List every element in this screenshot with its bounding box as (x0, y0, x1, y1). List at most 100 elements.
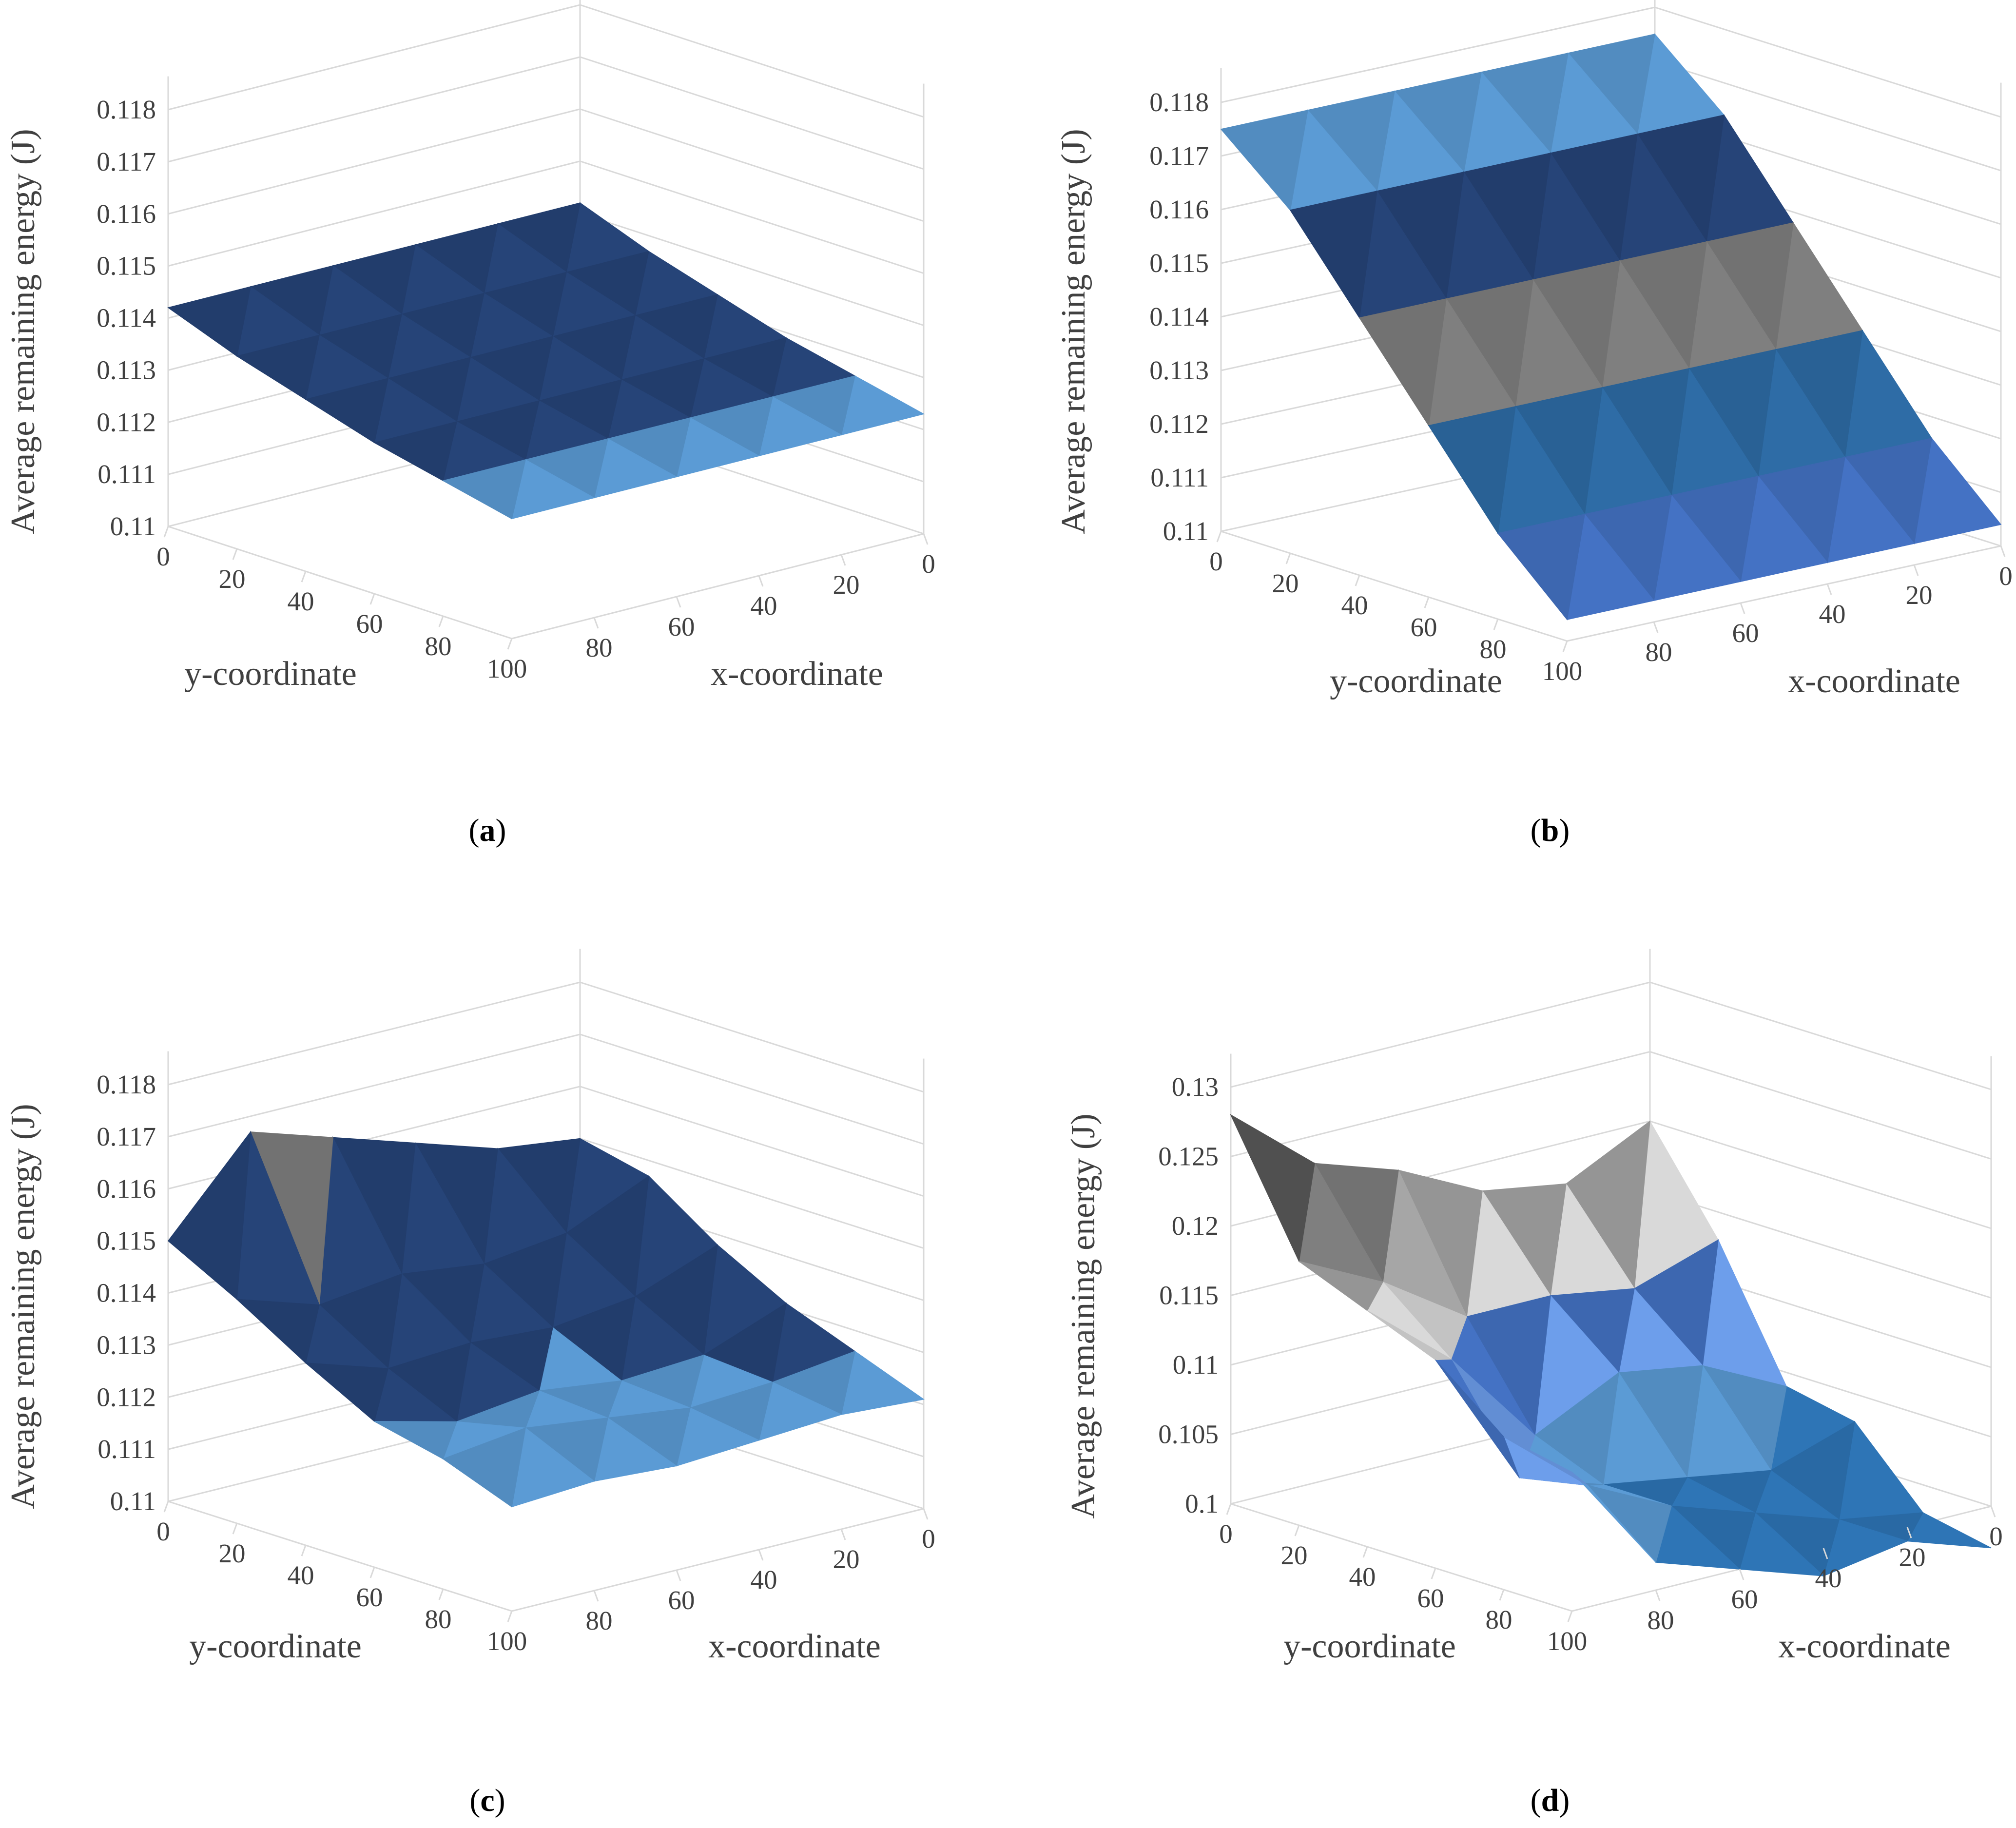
x-tick (923, 1508, 929, 1520)
y-tick-label: 20 (219, 1538, 246, 1568)
y-axis-line (168, 525, 512, 640)
x-tick-labels: 80 60 40 20 0 (1646, 545, 2013, 667)
surface-facet (841, 1350, 925, 1415)
y-tick (507, 638, 513, 650)
z-tick-label: 0.113 (97, 1330, 156, 1360)
surface-facet (1358, 298, 1447, 427)
y-tick-labels: 0 20 40 60 80 100 (1209, 531, 1582, 686)
y-tick-label: 100 (1542, 656, 1583, 686)
z-axis-title: Average remaining energy (J) (4, 129, 42, 534)
y-tick (438, 616, 444, 627)
y-tick-label: 80 (425, 631, 452, 661)
x-tick (758, 575, 764, 587)
surface-facet (1428, 406, 1516, 535)
y-tick (1294, 1525, 1300, 1536)
z-axis-title: Average remaining energy (J) (1065, 1113, 1102, 1518)
surface-facet (1435, 1360, 1520, 1478)
surface-facet (1289, 191, 1377, 319)
y-tick-label: 40 (1341, 590, 1368, 620)
y-tick (1362, 1546, 1368, 1558)
y-tick-labels: 0 20 40 60 80 100 (156, 526, 527, 683)
x-tick (676, 1570, 681, 1581)
chart-panel-d: 0.1 0.105 0.11 0.115 0.12 0.125 0.13 0 20 40 60 80 1… (1065, 949, 2003, 1818)
y-tick-label: 0 (156, 1517, 170, 1546)
y-tick (1355, 575, 1360, 586)
y-axis-title: y-coordinate (1330, 662, 1502, 700)
z-tick-label: 0.112 (97, 407, 156, 437)
y-tick-label: 60 (356, 609, 383, 639)
z-tick-label: 0.1 (1185, 1489, 1219, 1518)
x-tick (1990, 1506, 1996, 1517)
y-tick-label: 40 (288, 586, 314, 616)
surface-facet (374, 1421, 458, 1459)
x-tick-label: 80 (1648, 1605, 1674, 1635)
surface (1220, 33, 2002, 621)
x-tick-label: 60 (668, 1585, 695, 1615)
surface-facet (167, 1130, 251, 1300)
z-tick-label: 0.125 (1158, 1142, 1219, 1171)
chart-panel-a: 0.11 0.111 0.112 0.113 0.114 0.115 0.116 0.117 0… (4, 0, 935, 848)
chart-panel-b: 0.11 0.111 0.112 0.113 0.114 0.115 0.116 0.117 0… (1055, 0, 2013, 848)
x-tick-label: 80 (1646, 637, 1672, 667)
x-tick (1826, 583, 1832, 595)
surface-facet (236, 334, 320, 400)
panel-label: (d) (1531, 1783, 1570, 1818)
z-axis-title: Average remaining energy (J) (1055, 129, 1092, 534)
z-tick-labels: 0.11 0.111 0.112 0.113 0.114 0.115 0.116 0.117 0… (1149, 87, 1209, 546)
x-tick (2000, 545, 2006, 557)
y-tick-label: 80 (425, 1604, 452, 1634)
z-tick-label: 0.114 (1149, 302, 1209, 331)
z-tick-label: 0.116 (1149, 194, 1209, 224)
x-tick-label: 60 (1732, 618, 1759, 648)
x-tick (1822, 1548, 1828, 1559)
y-tick-label: 0 (1219, 1519, 1233, 1549)
z-tick-label: 0.116 (97, 1174, 156, 1204)
z-tick-label: 0.113 (97, 355, 156, 385)
x-tick (593, 617, 599, 629)
z-tick-label: 0.115 (1159, 1281, 1219, 1310)
x-tick-label: 80 (586, 1606, 613, 1635)
x-axis-line (511, 1508, 924, 1612)
y-tick (1431, 1568, 1436, 1579)
panel-label: (b) (1531, 813, 1570, 848)
x-tick (840, 1529, 846, 1540)
y-tick (301, 1545, 307, 1556)
x-tick (1913, 564, 1919, 576)
surface-facet (442, 1427, 526, 1508)
z-tick-label: 0.113 (1149, 355, 1209, 385)
surface-facet (373, 421, 458, 482)
z-tick-label: 0.13 (1172, 1072, 1219, 1102)
y-tick (163, 1501, 169, 1513)
y-tick-label: 100 (487, 654, 527, 683)
z-gridline (168, 981, 924, 1093)
x-tick-label: 20 (833, 570, 860, 600)
z-gridline (1230, 981, 1992, 1090)
y-axis-line (1230, 1503, 1572, 1612)
panel-label: (a) (469, 813, 506, 848)
z-tick-label: 0.11 (110, 511, 156, 541)
y-tick (1562, 641, 1568, 652)
z-tick-label: 0.115 (97, 251, 156, 281)
x-tick-labels: 80 60 40 20 0 (586, 533, 935, 662)
y-tick (1226, 1503, 1232, 1515)
y-tick (301, 571, 307, 583)
z-tick-label: 0.11 (110, 1486, 156, 1516)
surface-facet (235, 1299, 320, 1364)
x-tick-label: 0 (922, 549, 935, 579)
z-tick-label: 0.111 (97, 1434, 156, 1464)
y-tick-label: 20 (1272, 568, 1299, 598)
y-tick (232, 1523, 238, 1535)
x-tick-label: 40 (1819, 599, 1846, 629)
y-tick (1499, 1589, 1505, 1601)
z-gridline (168, 108, 924, 222)
z-tick-label: 0.115 (97, 1226, 156, 1256)
x-tick-label: 20 (1906, 580, 1933, 610)
surface-facet (1230, 1114, 1315, 1263)
x-axis-title: x-coordinate (1778, 1628, 1951, 1665)
z-tick-label: 0.118 (97, 95, 156, 124)
x-tick-label: 80 (586, 633, 613, 662)
y-tick (232, 548, 238, 560)
z-tick-label: 0.11 (1173, 1350, 1219, 1380)
x-axis-line (511, 533, 924, 640)
x-tick-labels: 80 60 40 20 0 (586, 1508, 935, 1635)
